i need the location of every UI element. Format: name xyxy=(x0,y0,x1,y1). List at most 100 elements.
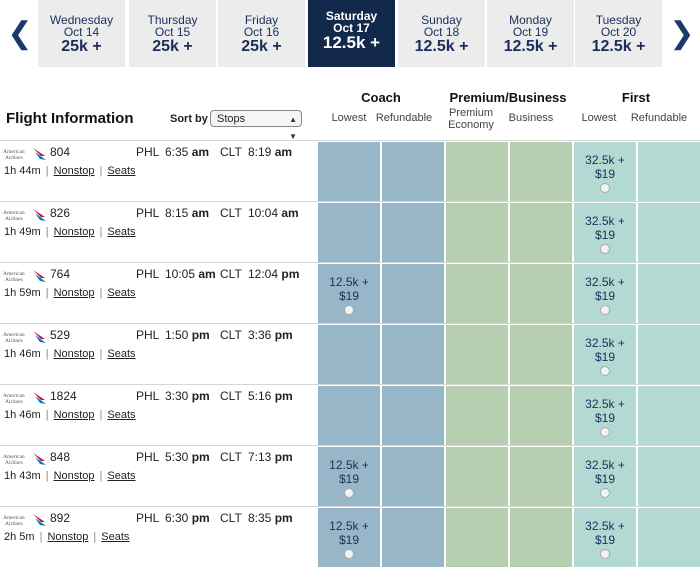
departure-ampm: am xyxy=(191,206,210,220)
fare-radio-button[interactable] xyxy=(344,305,354,315)
date-tab-md: Oct 20 xyxy=(600,25,637,39)
date-tab-friday[interactable]: Friday Oct 16 25k + xyxy=(218,0,305,67)
flight-meta: 1h 46m | Nonstop | Seats xyxy=(4,348,136,360)
sort-select[interactable]: Stops ▲ ▼ xyxy=(210,110,302,141)
prev-dates-arrow-icon[interactable]: ❮ xyxy=(7,17,33,50)
first-refundable-cell xyxy=(638,386,700,445)
fare-option[interactable]: 12.5k + $19 xyxy=(318,519,380,559)
separator: | xyxy=(39,531,43,543)
first-refundable-cell xyxy=(638,264,700,323)
fare-points: 12.5k + xyxy=(329,458,369,472)
fare-fee: $19 xyxy=(594,228,616,242)
fare-points: 32.5k + xyxy=(585,519,625,533)
date-tab-saturday[interactable]: Saturday Oct 17 12.5k + xyxy=(308,0,395,67)
nonstop-link[interactable]: Nonstop xyxy=(53,470,95,482)
fare-option[interactable]: 32.5k + $19 xyxy=(574,336,636,376)
origin-airport: PHL xyxy=(136,450,160,464)
fare-option[interactable]: 32.5k + $19 xyxy=(574,275,636,315)
coach-lowest-cell: 12.5k + $19 xyxy=(318,264,380,323)
business-cell xyxy=(510,386,572,445)
seats-link[interactable]: Seats xyxy=(107,409,136,421)
fare-option[interactable]: 32.5k + $19 xyxy=(574,214,636,254)
fare-radio-button[interactable] xyxy=(344,488,354,498)
premium-economy-cell xyxy=(446,264,508,323)
arrival-ampm: am xyxy=(274,145,293,159)
fare-radio-button[interactable] xyxy=(600,366,610,376)
fare-radio-button[interactable] xyxy=(600,244,610,254)
fare-points: 32.5k + xyxy=(585,214,625,228)
first-refundable-cell xyxy=(638,325,700,384)
nonstop-link[interactable]: Nonstop xyxy=(47,531,89,543)
fare-fee: $19 xyxy=(338,472,360,486)
date-tab-monday[interactable]: Monday Oct 19 12.5k + xyxy=(487,0,574,67)
first-refundable-cell xyxy=(638,142,700,201)
fare-radio-button[interactable] xyxy=(344,549,354,559)
fare-option[interactable]: 32.5k + $19 xyxy=(574,458,636,498)
next-dates-arrow-icon[interactable]: ❯ xyxy=(669,17,695,50)
date-tab-dow: Sunday xyxy=(421,13,462,27)
business-cell xyxy=(510,325,572,384)
fare-fee: $19 xyxy=(594,289,616,303)
departure-time: 10:05 am xyxy=(165,267,216,281)
nonstop-link[interactable]: Nonstop xyxy=(53,287,95,299)
seats-link[interactable]: Seats xyxy=(107,287,136,299)
nonstop-link[interactable]: Nonstop xyxy=(53,409,95,421)
fare-points: 32.5k + xyxy=(585,336,625,350)
departure-time: 8:15 am xyxy=(165,206,209,220)
arrival-clock: 3:36 xyxy=(248,328,272,342)
separator: | xyxy=(99,287,103,299)
arrival-clock: 10:04 xyxy=(248,206,279,220)
date-tab-sunday[interactable]: Sunday Oct 18 12.5k + xyxy=(398,0,485,67)
flight-number: 826 xyxy=(50,206,71,220)
coach-lowest-cell xyxy=(318,386,380,445)
flight-row: American Airlines 529 PHL 1:50 pm CLT 3:36 pm 1… xyxy=(0,323,700,384)
coach-refundable-cell xyxy=(382,508,444,567)
fare-radio-button[interactable] xyxy=(600,488,610,498)
arrival-time: 8:19 am xyxy=(248,145,292,159)
fare-option[interactable]: 32.5k + $19 xyxy=(574,519,636,559)
premium-economy-cell xyxy=(446,203,508,262)
fare-option[interactable]: 32.5k + $19 xyxy=(574,153,636,193)
fare-radio-button[interactable] xyxy=(600,305,610,315)
coach-refundable-cell xyxy=(382,203,444,262)
arrival-clock: 8:19 xyxy=(248,145,272,159)
date-selector-bar: ❮ Wednesday Oct 14 25k + Thursday Oct 15 25k … xyxy=(0,0,700,68)
fare-fee: $19 xyxy=(594,533,616,547)
flight-row: American Airlines 804 PHL 6:35 am CLT 8:19 am 1… xyxy=(0,140,700,201)
arrival-ampm: pm xyxy=(274,450,293,464)
fare-radio-button[interactable] xyxy=(600,183,610,193)
date-tab-dow: Friday xyxy=(244,13,279,27)
first-refundable-cell xyxy=(638,447,700,506)
nonstop-link[interactable]: Nonstop xyxy=(53,226,95,238)
flight-meta: 2h 5m | Nonstop | Seats xyxy=(4,531,129,543)
fare-radio-button[interactable] xyxy=(600,549,610,559)
flight-duration: 1h 46m xyxy=(4,409,41,421)
fare-option[interactable]: 12.5k + $19 xyxy=(318,458,380,498)
coach-refundable-cell xyxy=(382,386,444,445)
business-cell xyxy=(510,142,572,201)
fare-radio-button[interactable] xyxy=(600,427,610,437)
nonstop-link[interactable]: Nonstop xyxy=(53,165,95,177)
departure-clock: 5:30 xyxy=(165,450,189,464)
business-header: Business xyxy=(508,112,554,124)
seats-link[interactable]: Seats xyxy=(107,470,136,482)
seats-link[interactable]: Seats xyxy=(107,226,136,238)
date-tab-tuesday[interactable]: Tuesday Oct 20 12.5k + xyxy=(575,0,662,67)
date-tab-wednesday[interactable]: Wednesday Oct 14 25k + xyxy=(38,0,125,67)
premium-business-group-header: Premium/Business xyxy=(449,90,567,105)
seats-link[interactable]: Seats xyxy=(107,348,136,360)
seats-link[interactable]: Seats xyxy=(107,165,136,177)
arrival-ampm: pm xyxy=(274,389,293,403)
fare-points: 32.5k + xyxy=(585,153,625,167)
fare-option[interactable]: 32.5k + $19 xyxy=(574,397,636,437)
svg-text:American: American xyxy=(3,271,25,277)
fare-option[interactable]: 12.5k + $19 xyxy=(318,275,380,315)
coach-lowest-cell xyxy=(318,142,380,201)
seats-link[interactable]: Seats xyxy=(101,531,130,543)
destination-airport: CLT xyxy=(220,267,242,281)
date-tab-thursday[interactable]: Thursday Oct 15 25k + xyxy=(129,0,216,67)
nonstop-link[interactable]: Nonstop xyxy=(53,348,95,360)
premium-economy-header: Premium Economy xyxy=(448,107,494,131)
fare-fee: $19 xyxy=(594,411,616,425)
